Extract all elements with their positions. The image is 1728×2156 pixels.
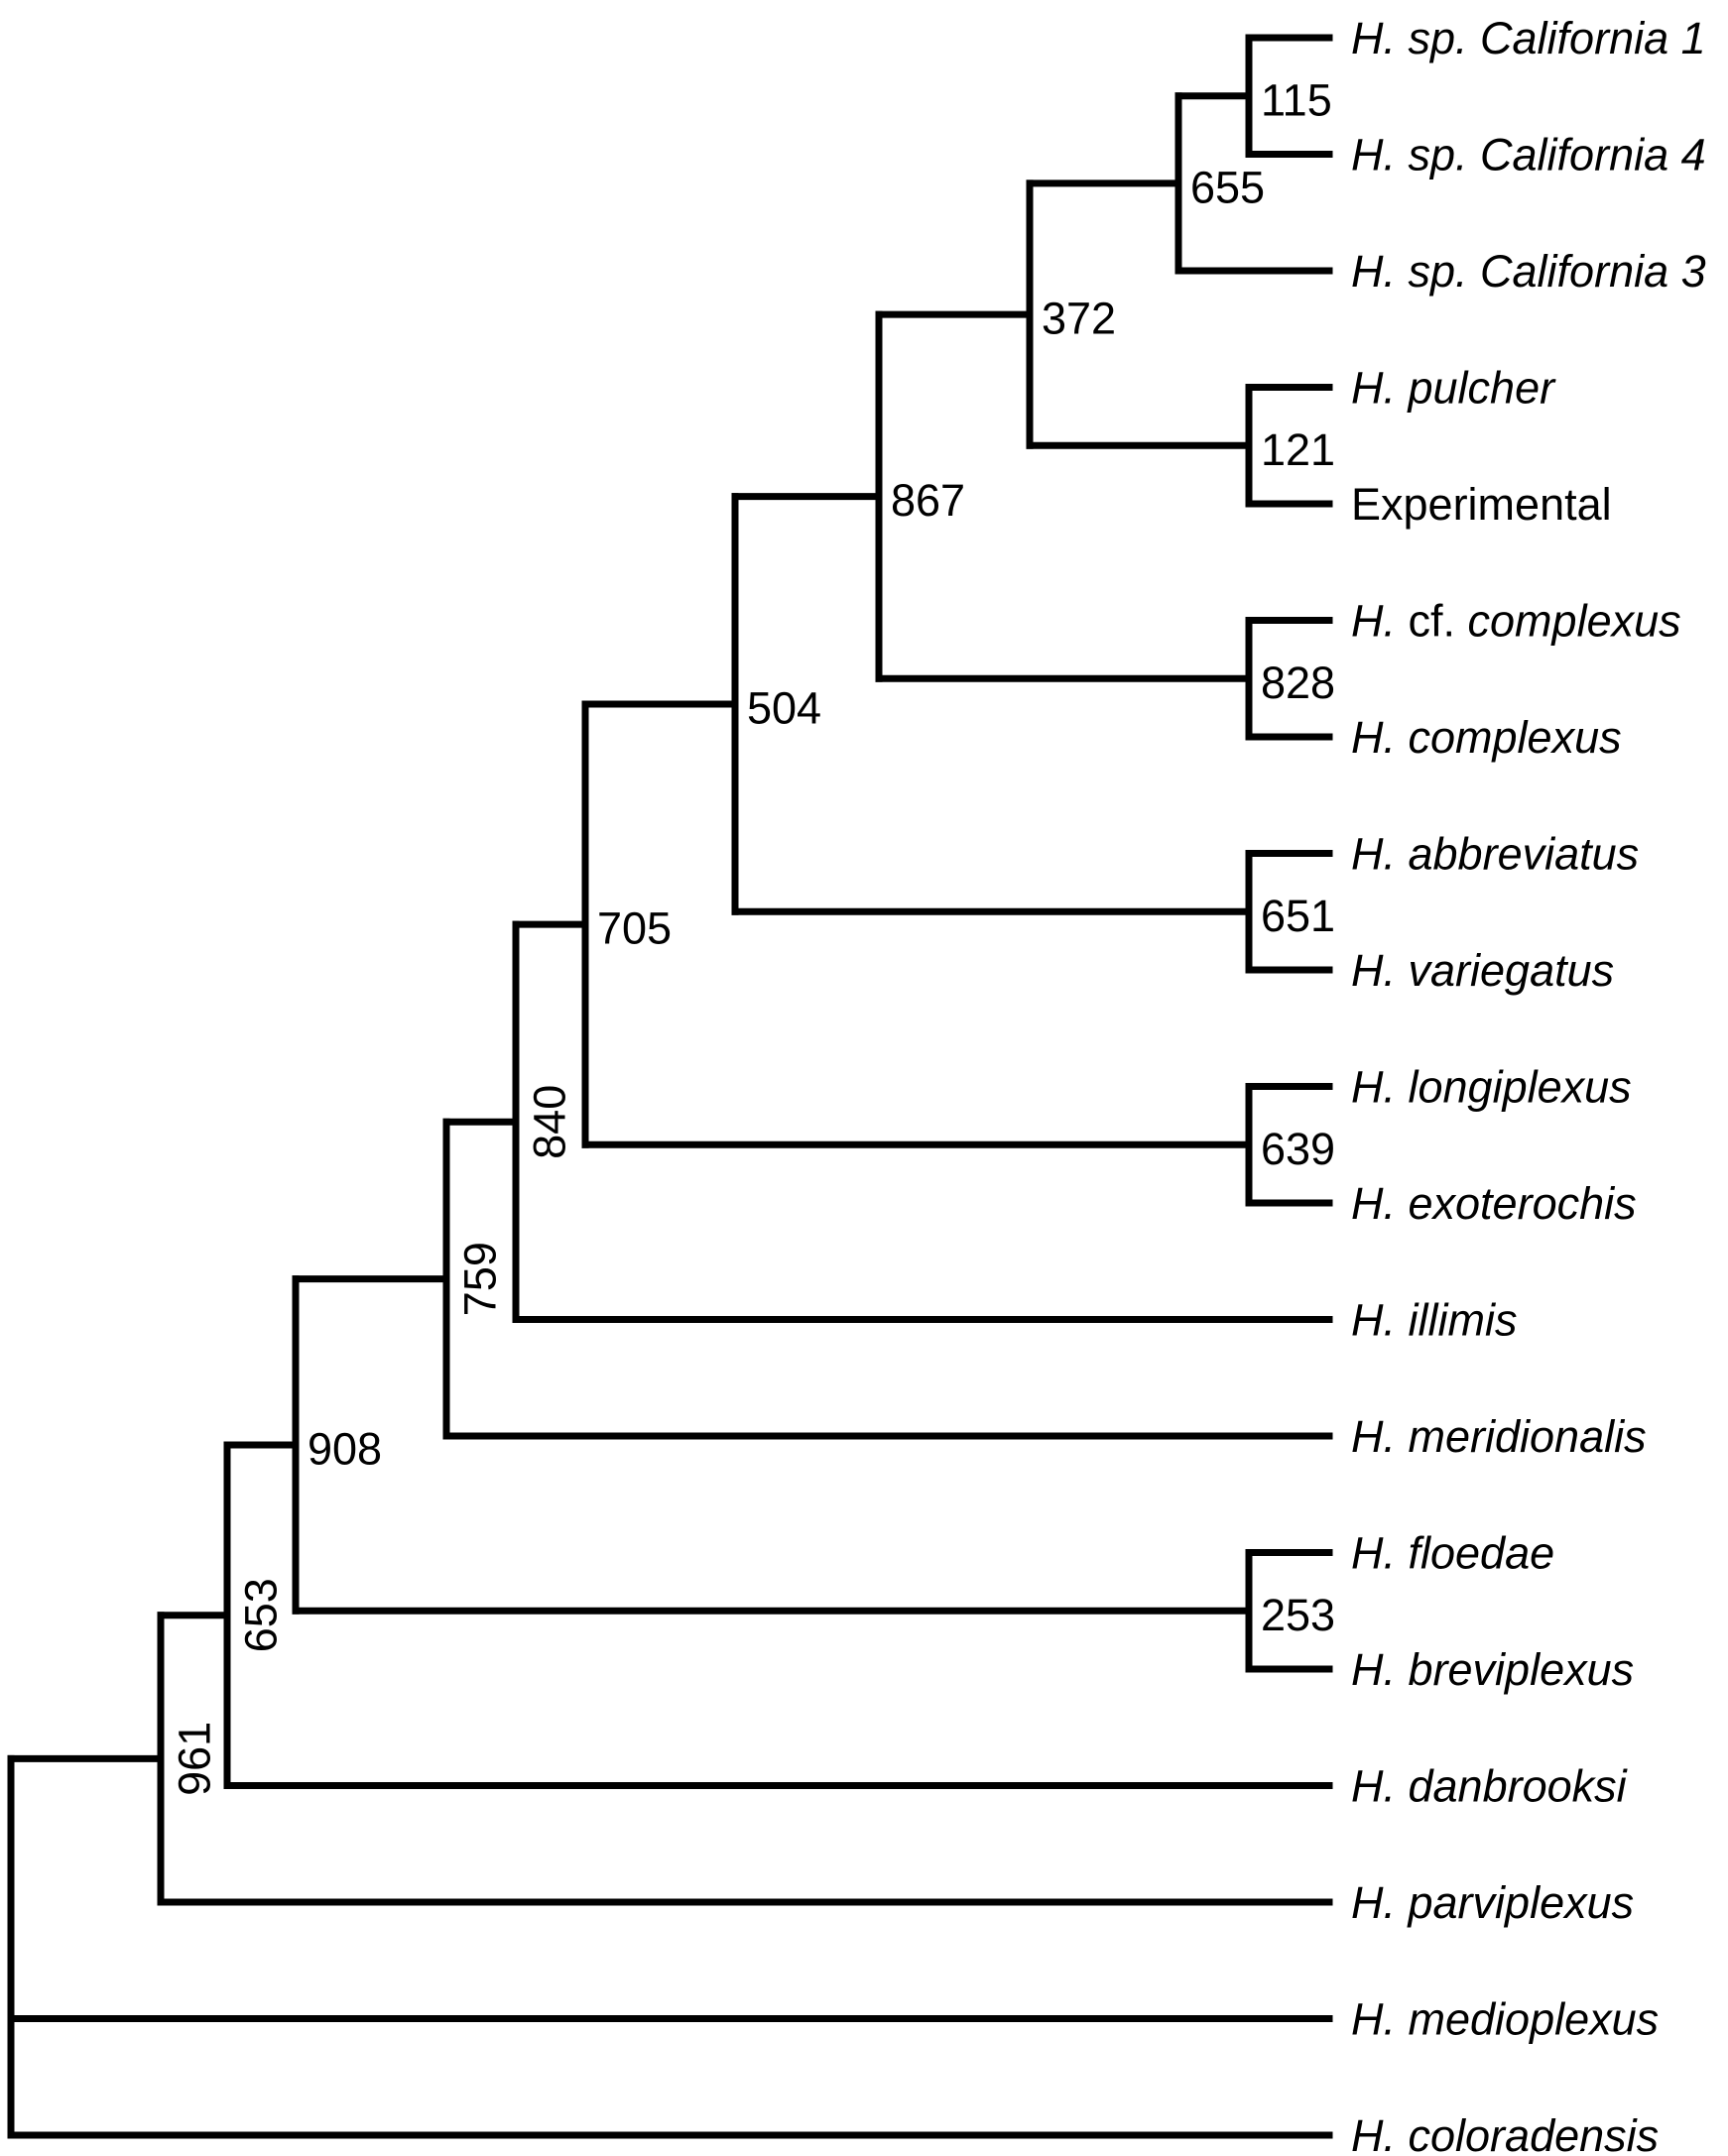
support-value: 705 [597,903,672,954]
taxon-label-segment: H. medioplexus [1351,1993,1659,2044]
taxon-label-segment: H. complexus [1351,712,1622,763]
taxon-label-segment: H. longiplexus [1351,1061,1632,1112]
support-value: 504 [747,682,821,733]
taxon-label: H. sp. California 3 [1351,246,1706,297]
taxon-label: H. danbrooksi [1351,1760,1629,1811]
taxon-label-segment: H. sp. California 3 [1351,246,1706,297]
taxon-label-segment: cf. [1409,595,1468,646]
support-value: 759 [455,1242,506,1316]
taxon-label: H. complexus [1351,712,1622,763]
taxon-label-segment: H. variegatus [1351,945,1614,996]
taxon-label-segment: H. meridionalis [1351,1411,1647,1462]
taxon-label-segment: H. illimis [1351,1294,1517,1345]
taxon-label-segment: H. abbreviatus [1351,828,1639,879]
taxon-label: H. sp. California 4 [1351,129,1706,180]
taxon-label: H. meridionalis [1351,1411,1647,1462]
support-value: 639 [1261,1124,1335,1174]
taxon-label-segment: H. parviplexus [1351,1877,1634,1928]
taxon-label-segment: Experimental [1351,479,1612,530]
taxon-label-segment: H. [1351,595,1409,646]
taxon-label-segment: H. sp. California 4 [1351,129,1706,180]
support-value: 961 [170,1722,220,1796]
taxon-label: H. floedae [1351,1527,1554,1578]
taxon-label: H. pulcher [1351,362,1556,413]
support-value: 655 [1190,162,1265,212]
taxon-label-segment: H. sp. California 1 [1351,13,1706,63]
taxon-label: H. cf. complexus [1351,595,1681,646]
support-value: 253 [1261,1590,1335,1640]
support-value: 908 [308,1423,382,1474]
support-value: 121 [1261,424,1335,475]
taxon-label: H. variegatus [1351,945,1614,996]
support-value: 867 [891,475,965,526]
taxon-label-segment: H. floedae [1351,1527,1554,1578]
taxon-label: H. illimis [1351,1294,1517,1345]
support-value: 828 [1261,658,1335,708]
taxon-label-segment: H. coloradensis [1351,2110,1659,2156]
taxon-label: H. breviplexus [1351,1644,1634,1695]
taxon-label: H. parviplexus [1351,1877,1634,1928]
taxon-label-segment: H. danbrooksi [1351,1760,1629,1811]
taxon-label: H. coloradensis [1351,2110,1659,2156]
taxon-label: H. medioplexus [1351,1993,1659,2044]
taxon-label-segment: H. exoterochis [1351,1178,1637,1229]
taxon-label: Experimental [1351,479,1612,530]
support-value: 372 [1042,294,1116,344]
taxon-label-segment: H. pulcher [1351,362,1556,413]
support-value: 651 [1261,891,1335,941]
taxon-label: H. longiplexus [1351,1061,1632,1112]
taxon-label: H. exoterochis [1351,1178,1637,1229]
support-value: 653 [236,1578,287,1652]
taxon-label: H. abbreviatus [1351,828,1639,879]
support-value: 115 [1261,74,1332,125]
support-value: 840 [525,1085,575,1159]
taxon-label: H. sp. California 1 [1351,13,1706,63]
taxon-label-segment: H. breviplexus [1351,1644,1634,1695]
taxon-label-segment: complexus [1468,595,1681,646]
